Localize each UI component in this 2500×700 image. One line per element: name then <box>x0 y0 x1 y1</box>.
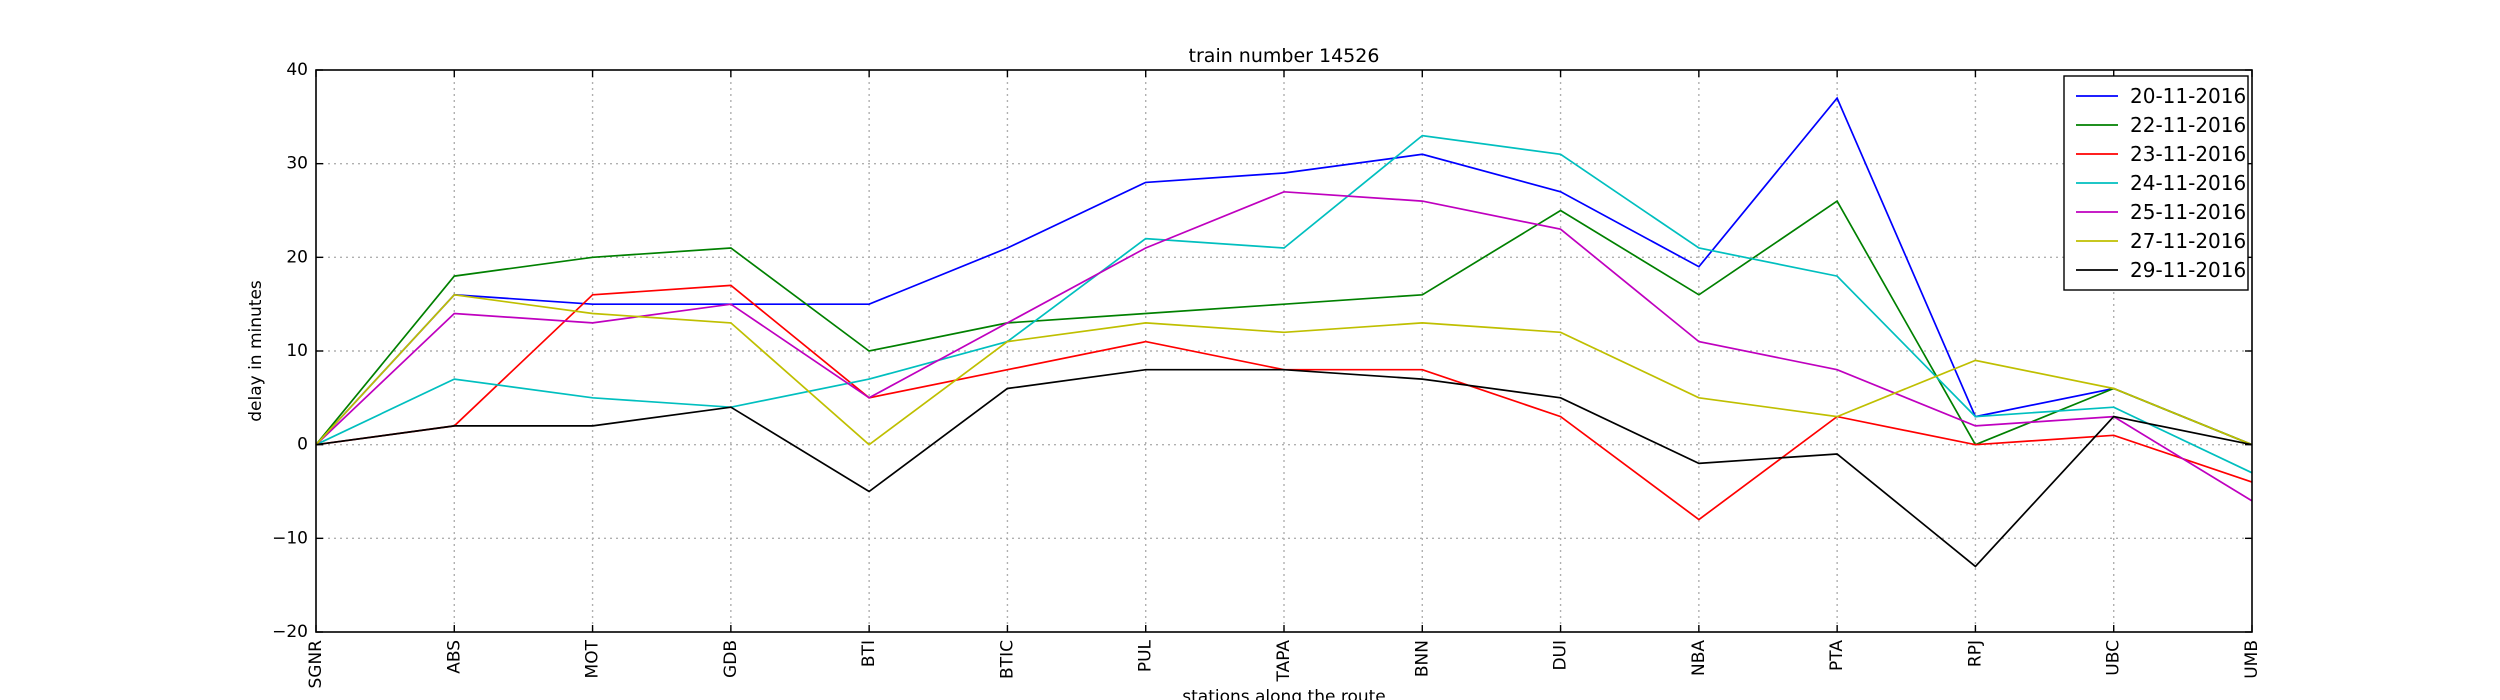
chart-title: train number 14526 <box>1189 45 1380 67</box>
series-line-22-11-2016 <box>315 199 2253 446</box>
x-tick-label: BNN <box>1412 640 1432 677</box>
y-tick-label: −20 <box>272 622 308 642</box>
y-tick-label: 0 <box>297 435 308 455</box>
legend-label: 23-11-2016 <box>2130 142 2246 166</box>
axis-ticks: SGNR ABS MOT GDB BTI BTIC PUL TAPA BNN DUI NBA PTA R… <box>272 60 2262 689</box>
series-line-20-11-2016 <box>315 96 2253 446</box>
legend-label: 29-11-2016 <box>2130 258 2246 282</box>
x-tick-label: UMB <box>2242 640 2262 679</box>
x-tick-label: NBA <box>1689 640 1709 676</box>
series-line-29-11-2016 <box>315 368 2253 568</box>
x-tick-label: ABS <box>444 640 464 674</box>
x-tick-label: BTI <box>859 640 879 667</box>
x-tick-label: GDB <box>721 640 741 678</box>
legend: 20-11-2016 22-11-2016 23-11-2016 24-11-2016… <box>2063 75 2249 291</box>
series-line-27-11-2016 <box>315 293 2253 446</box>
y-tick-label: 40 <box>286 60 308 80</box>
legend-label: 25-11-2016 <box>2130 200 2246 224</box>
series-lines <box>315 96 2253 568</box>
x-tick-label: PUL <box>1136 639 1156 672</box>
series-line-24-11-2016 <box>315 134 2253 474</box>
y-axis-label: delay in minutes <box>246 280 266 422</box>
legend-label: 24-11-2016 <box>2130 171 2246 195</box>
x-tick-label: TAPA <box>1274 640 1294 683</box>
legend-label: 22-11-2016 <box>2130 113 2246 137</box>
x-tick-label: PTA <box>1827 640 1847 671</box>
y-tick-label: −10 <box>272 528 308 548</box>
legend-label: 20-11-2016 <box>2130 84 2246 108</box>
x-tick-label: SGNR <box>306 640 326 689</box>
y-tick-label: 10 <box>286 341 308 361</box>
y-tick-label: 30 <box>286 154 308 174</box>
y-tick-label: 20 <box>286 247 308 267</box>
x-tick-label: BTIC <box>997 640 1017 679</box>
x-tick-label: DUI <box>1551 640 1571 671</box>
legend-label: 27-11-2016 <box>2130 229 2246 253</box>
grid-lines <box>316 70 2252 632</box>
x-tick-label: MOT <box>583 639 603 678</box>
x-axis-label: stations along the route <box>1182 687 1386 700</box>
x-tick-label: UBC <box>2104 640 2124 676</box>
x-tick-label: RPJ <box>1965 640 1985 667</box>
